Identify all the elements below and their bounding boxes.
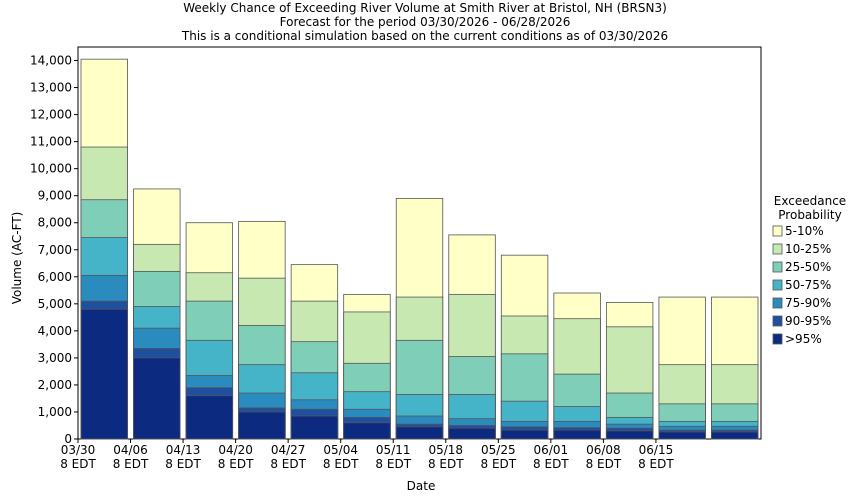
legend-entry: 10-25% bbox=[785, 242, 831, 256]
legend-swatch bbox=[772, 243, 783, 255]
legend-entry: >95% bbox=[785, 332, 822, 346]
bar-segment bbox=[238, 411, 286, 440]
x-tick-label: 05/11 bbox=[376, 443, 411, 457]
x-tick-label: 03/30 bbox=[61, 443, 96, 457]
bar-segment bbox=[395, 426, 444, 440]
x-tick-label: 05/04 bbox=[323, 443, 358, 457]
y-axis: 0 1,000 2,000 3,000 4,000 5,000 6,000 7,000 8,00… bbox=[30, 54, 78, 446]
y-tick-label: 6,000 bbox=[38, 270, 72, 284]
x-tick-label: 8 EDT bbox=[60, 457, 96, 471]
y-tick-label: 9,000 bbox=[38, 189, 72, 203]
legend-entry: 75-90% bbox=[785, 296, 831, 310]
legend-entry: 25-50% bbox=[785, 260, 831, 274]
bar-segment bbox=[290, 415, 339, 440]
legend-swatch bbox=[772, 261, 783, 273]
chart-subtitle-line-2: This is a conditional simulation based o… bbox=[181, 29, 668, 43]
bar-segment bbox=[133, 357, 181, 440]
x-tick-label: 8 EDT bbox=[428, 457, 464, 471]
x-tick-label: 04/13 bbox=[166, 443, 201, 457]
legend-swatch bbox=[772, 225, 783, 237]
chart-title: Weekly Chance of Exceeding River Volume … bbox=[183, 1, 667, 15]
x-tick-label: 8 EDT bbox=[113, 457, 149, 471]
legend-swatch bbox=[772, 297, 783, 309]
x-tick-label: 8 EDT bbox=[586, 457, 622, 471]
y-tick-label: 3,000 bbox=[38, 351, 72, 365]
x-tick-label: 06/08 bbox=[586, 443, 621, 457]
x-tick-label: 04/06 bbox=[113, 443, 148, 457]
x-tick-label: 04/20 bbox=[218, 443, 253, 457]
y-tick-label: 2,000 bbox=[38, 378, 72, 392]
bar-segment bbox=[448, 427, 496, 440]
y-tick-label: 12,000 bbox=[30, 108, 72, 122]
x-tick-label: 8 EDT bbox=[218, 457, 254, 471]
legend-title-line-2: Probability bbox=[778, 208, 841, 222]
legend-entry: 5-10% bbox=[785, 224, 824, 238]
y-tick-label: 11,000 bbox=[30, 135, 72, 149]
y-tick-label: 7,000 bbox=[38, 243, 72, 257]
bar-segment bbox=[658, 431, 706, 440]
x-tick-label: 06/15 bbox=[639, 443, 674, 457]
x-tick-label: 8 EDT bbox=[638, 457, 674, 471]
bar-segment bbox=[185, 395, 234, 440]
bar-segment bbox=[711, 431, 759, 440]
x-tick-label: 8 EDT bbox=[323, 457, 359, 471]
x-tick-label: 8 EDT bbox=[270, 457, 306, 471]
x-tick-label: 8 EDT bbox=[165, 457, 201, 471]
y-tick-label: 13,000 bbox=[30, 81, 72, 95]
x-tick-label: 04/27 bbox=[271, 443, 306, 457]
x-tick-label: 8 EDT bbox=[375, 457, 411, 471]
bar-segment bbox=[80, 308, 128, 440]
y-axis-label: Volume (AC-FT) bbox=[10, 212, 24, 305]
y-tick-label: 8,000 bbox=[38, 216, 72, 230]
legend-entry: 90-95% bbox=[785, 314, 831, 328]
x-tick-label: 8 EDT bbox=[481, 457, 517, 471]
x-tick-label: 05/25 bbox=[481, 443, 516, 457]
y-tick-label: 14,000 bbox=[30, 54, 72, 68]
y-tick-label: 10,000 bbox=[30, 162, 72, 176]
legend-title-line-1: Exceedance bbox=[774, 194, 846, 208]
legend-swatch bbox=[772, 333, 783, 345]
chart-subtitle-line-1: Forecast for the period 03/30/2026 - 06/… bbox=[280, 15, 571, 29]
bar-segment bbox=[500, 429, 549, 440]
bar-segment bbox=[605, 430, 654, 440]
bar-segment bbox=[553, 429, 601, 440]
legend: Exceedance Probability 5-10% 10-25% 25-50%… bbox=[772, 194, 846, 346]
x-tick-label: 05/18 bbox=[428, 443, 463, 457]
bar-segment bbox=[343, 422, 391, 440]
y-tick-label: 4,000 bbox=[38, 324, 72, 338]
legend-swatch bbox=[772, 315, 783, 327]
x-tick-label: 06/01 bbox=[534, 443, 569, 457]
x-tick-label: 8 EDT bbox=[533, 457, 569, 471]
y-tick-label: 5,000 bbox=[38, 297, 72, 311]
y-tick-label: 1,000 bbox=[38, 405, 72, 419]
x-axis-label: Date bbox=[407, 479, 436, 493]
y-tick-label: 0 bbox=[64, 432, 72, 446]
legend-swatch bbox=[772, 279, 783, 291]
plot-area bbox=[77, 46, 762, 440]
legend-entry: 50-75% bbox=[785, 278, 831, 292]
